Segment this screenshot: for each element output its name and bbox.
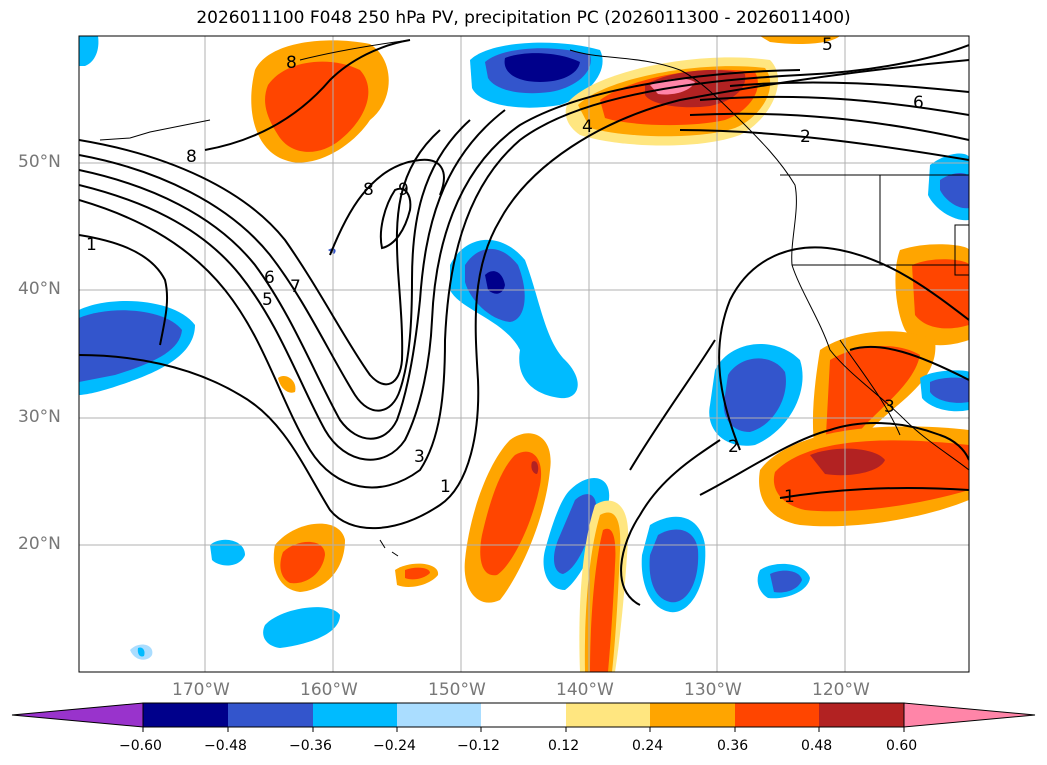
colorbar-segment: [228, 703, 313, 727]
lat-label: 40°N: [18, 279, 61, 299]
colorbar-tick-label: −0.12: [457, 738, 500, 754]
colorbar: [11, 702, 1036, 732]
colorbar-tick-label: −0.60: [119, 738, 162, 754]
colorbar-tick-label: 0.36: [717, 738, 749, 754]
contour-label: 2: [728, 437, 739, 457]
colorbar-segment: [143, 703, 228, 727]
colorbar-tick-label: 0.12: [548, 738, 580, 754]
colorbar-segment: [313, 703, 397, 727]
colorbar-segment: [397, 703, 481, 727]
lon-label: 140°W: [556, 680, 614, 700]
colorbar-segment: [481, 703, 566, 727]
contour-label: 2: [800, 127, 811, 147]
lat-label: 50°N: [18, 152, 61, 172]
contour-label: 1: [86, 235, 97, 255]
contour-label: 3: [414, 447, 425, 467]
coastlines: [99, 39, 969, 557]
lon-label: 120°W: [812, 680, 870, 700]
colorbar-tick-label: −0.48: [204, 738, 247, 754]
map-frame: [78, 35, 970, 673]
colorbar-tick-label: 0.24: [632, 738, 664, 754]
contour-label: 5: [262, 290, 273, 310]
graticule: [79, 36, 969, 672]
contour-label: 8: [286, 53, 297, 73]
lon-label: 160°W: [300, 680, 358, 700]
colorbar-segment: [650, 703, 735, 727]
contour-labels: 8 8 8 9 7 6 5 3 1 4 2 6 5 2 1 3 1: [86, 35, 924, 507]
contour-label: 8: [186, 147, 197, 167]
contour-label: 1: [440, 477, 451, 497]
contour-label: 1: [784, 487, 795, 507]
colorbar-tick-label: −0.24: [373, 738, 416, 754]
colorbar-extend-high: [903, 702, 1036, 728]
contour-label: 9: [398, 180, 409, 200]
contour-label: 6: [264, 268, 275, 288]
contour-label: 5: [822, 35, 833, 55]
map-area: 8 8 8 9 7 6 5 3 1 4 2 6 5 2 1 3 1: [79, 35, 969, 672]
lon-label: 170°W: [172, 680, 230, 700]
colorbar-segment: [735, 703, 819, 727]
lon-label: 130°W: [684, 680, 742, 700]
map-title: 2026011100 F048 250 hPa PV, precipitatio…: [196, 8, 851, 28]
pv-contours: [79, 39, 969, 606]
colorbar-segment: [819, 703, 904, 727]
lon-label: 150°W: [428, 680, 486, 700]
colorbar-extend-low: [11, 702, 144, 728]
contour-label: 3: [884, 397, 895, 417]
contour-label: 8: [363, 180, 374, 200]
colorbar-tick-label: −0.36: [289, 738, 332, 754]
colorbar-segment: [566, 703, 650, 727]
lat-label: 20°N: [18, 534, 61, 554]
colorbar-tick-label: 0.48: [801, 738, 833, 754]
contour-label: 4: [582, 117, 593, 137]
lat-label: 30°N: [18, 407, 61, 427]
colorbar-tick-label: 0.60: [886, 738, 918, 754]
contour-label: 7: [290, 277, 301, 297]
contour-label: 6: [913, 93, 924, 113]
